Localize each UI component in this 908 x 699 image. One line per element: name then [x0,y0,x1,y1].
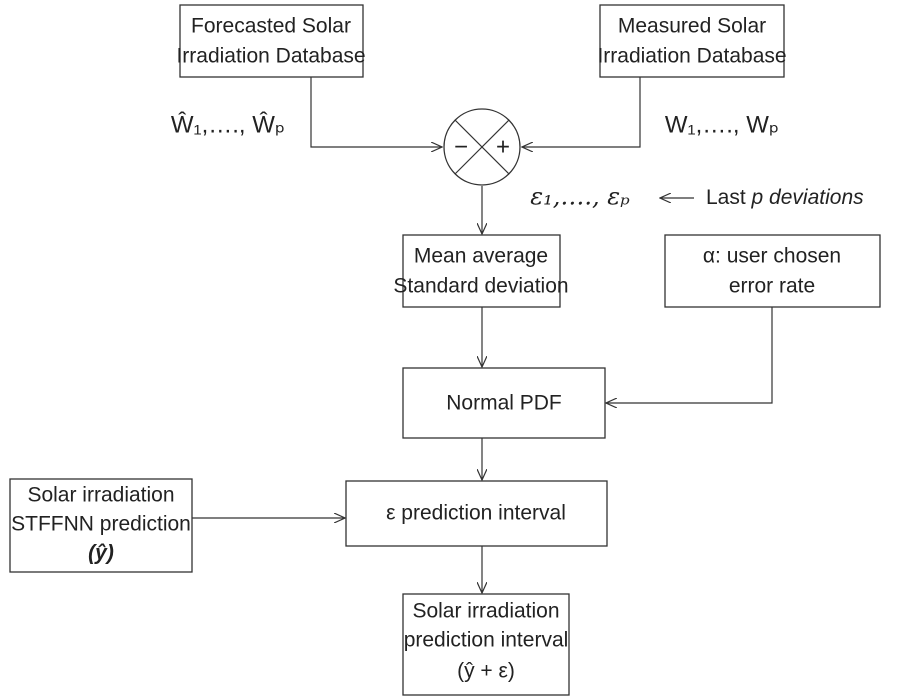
deviations-note: Last p deviations [706,186,864,209]
plus-sign: + [496,133,510,160]
box-text: Irradiation Database [176,45,365,68]
box-text: ε prediction interval [386,502,566,525]
box [402,367,606,439]
box [179,4,364,78]
box [402,593,570,696]
box-text: Irradiation Database [597,45,786,68]
box-text: Measured Solar [618,15,766,38]
box-text: (ŷ + ε) [457,660,515,683]
box-text: Normal PDF [446,392,562,415]
arrow [606,307,773,403]
box [599,4,785,78]
junction-cross [454,119,510,175]
box-text: Standard deviation [393,275,568,298]
box-text: Forecasted Solar [191,15,351,38]
box-text: (ŷ) [88,542,114,565]
box [402,234,561,308]
arrow [310,77,442,147]
note-text: Last [706,186,746,209]
deviations: ε₁,…., εₚ [530,183,630,211]
box-text: Solar irradiation [27,484,174,507]
box [9,478,193,573]
box-text: STFFNN prediction [11,513,191,536]
box-text: Solar irradiation [412,600,559,623]
box [664,234,881,308]
note-italic: p deviations [751,186,865,209]
box-text: Mean average [414,245,548,268]
measured-inputs: W₁,…., Wₚ [665,111,779,138]
arrow [522,77,641,147]
box [345,480,608,547]
forecast-inputs: Ŵ₁,…., Ŵₚ [171,111,285,138]
box-text: α: user chosen [703,245,841,268]
box-text: error rate [729,275,815,298]
box-text: prediction interval [404,629,569,652]
minus-sign: − [454,133,468,160]
